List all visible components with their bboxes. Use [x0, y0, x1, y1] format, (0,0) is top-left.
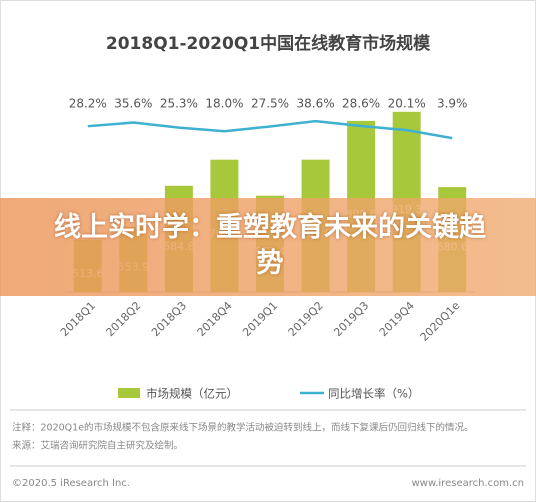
legend-label: 市场规模（亿元）: [146, 387, 238, 401]
line: [87, 119, 453, 140]
note: 注释：2020Q1e的市场规模不包含原来线下场景的教学活动被迫转到线上，而线下复…: [12, 422, 474, 434]
line-value-label: 27.5%: [251, 97, 289, 111]
line-value-label: 25.3%: [160, 97, 198, 111]
footer: www.iresearch.com.cn: [412, 478, 524, 489]
line-value-label: 20.1%: [388, 97, 426, 111]
line-value-label: 28.2%: [69, 97, 107, 111]
line-value-label: 35.6%: [114, 97, 152, 111]
banner: 线上实时学：重塑教育未来的关键趋势: [0, 198, 536, 296]
line-value-label: 3.9%: [437, 97, 468, 111]
footer: ©2020.5 iResearch Inc.: [12, 478, 130, 489]
line-value-label: 28.6%: [342, 97, 380, 111]
note: 来源：艾瑞咨询研究院自主研究及绘制。: [12, 440, 183, 452]
line-value-label: 18.0%: [205, 97, 243, 111]
line-value-label: 38.6%: [296, 97, 334, 111]
chart-title: 2018Q1-2020Q1中国在线教育市场规模: [106, 33, 431, 54]
legend-label: 同比增长率（%）: [328, 387, 419, 401]
banner-text: 线上实时学：重塑教育未来的关键趋势: [54, 212, 486, 279]
legend-swatch: [118, 388, 140, 398]
